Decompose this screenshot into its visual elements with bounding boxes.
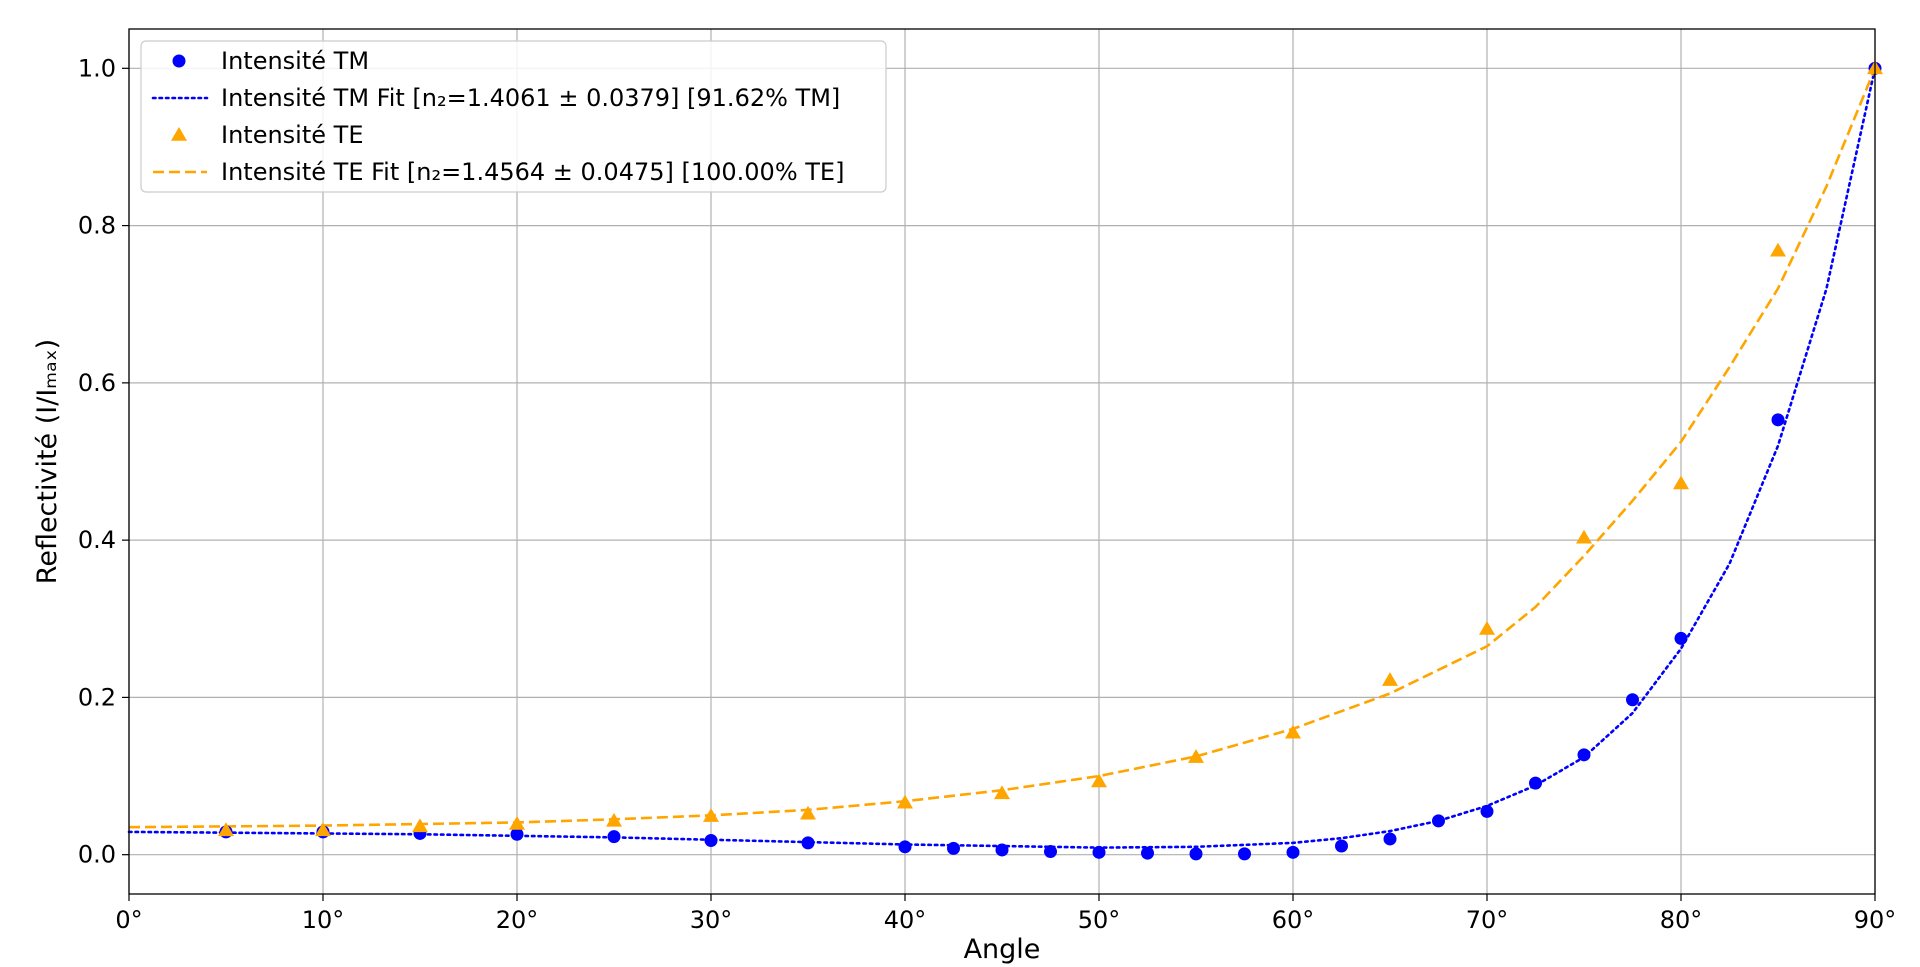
data-point xyxy=(1092,845,1106,859)
data-point xyxy=(1286,845,1300,859)
legend-label: Intensité TM Fit [n₂=1.4061 ± 0.0379] [9… xyxy=(221,84,840,112)
data-point xyxy=(1770,242,1786,257)
data-point xyxy=(1189,847,1203,861)
y-tick-label: 1.0 xyxy=(78,54,116,82)
y-tick-label: 0.4 xyxy=(78,526,116,554)
x-tick-label: 90° xyxy=(1854,906,1897,934)
data-series xyxy=(127,60,1883,861)
data-point xyxy=(412,818,428,833)
x-tick-label: 70° xyxy=(1466,906,1509,934)
data-point xyxy=(898,840,912,854)
data-point xyxy=(801,836,815,850)
y-axis-label: Reflectivité (I/Iₘₐₓ) xyxy=(32,339,63,584)
data-point xyxy=(995,843,1009,857)
data-point xyxy=(1044,845,1057,859)
legend: Intensité TM Intensité TM Fit [n₂=1.4061 … xyxy=(140,40,887,193)
series-line xyxy=(127,67,1877,849)
data-point xyxy=(1285,724,1301,739)
data-point xyxy=(1576,529,1592,544)
plot-frame xyxy=(128,28,1876,895)
y-tick-label: 0.0 xyxy=(78,841,116,869)
x-tick-label: 10° xyxy=(302,906,345,934)
data-point xyxy=(897,794,913,809)
data-point xyxy=(509,816,525,830)
data-point xyxy=(1335,839,1348,853)
data-point xyxy=(994,785,1010,800)
data-point xyxy=(1383,832,1397,846)
data-point xyxy=(1091,773,1107,788)
data-point xyxy=(1674,631,1688,645)
x-tick-label: 80° xyxy=(1660,906,1703,934)
x-axis-label: Angle xyxy=(964,934,1041,965)
data-point xyxy=(1238,847,1251,861)
data-point xyxy=(704,834,718,848)
data-point xyxy=(1626,693,1639,707)
x-tick-label: 30° xyxy=(690,906,733,934)
series-line xyxy=(128,67,1877,829)
y-tick-label: 0.2 xyxy=(78,683,116,711)
x-tick-label: 20° xyxy=(496,906,539,934)
y-tick-label: 0.8 xyxy=(78,212,116,240)
data-point xyxy=(1188,749,1204,763)
data-point xyxy=(1141,846,1154,860)
data-point xyxy=(510,827,524,841)
legend-label: Intensité TM xyxy=(221,47,369,75)
data-point xyxy=(218,822,234,837)
data-point xyxy=(1577,748,1591,762)
data-point xyxy=(1673,475,1689,490)
legend-label: Intensité TE Fit [n₂=1.4564 ± 0.0475] [1… xyxy=(221,158,844,186)
data-point xyxy=(1479,620,1495,635)
data-point xyxy=(1382,672,1398,686)
data-point xyxy=(1771,413,1785,427)
data-point xyxy=(606,812,622,827)
legend-marker xyxy=(172,54,186,68)
data-point xyxy=(607,830,621,844)
x-tick-label: 60° xyxy=(1272,906,1315,934)
data-point xyxy=(800,805,816,820)
data-point xyxy=(1480,804,1494,818)
legend-marker xyxy=(171,127,187,141)
data-point xyxy=(703,808,719,822)
y-tick-label: 0.6 xyxy=(78,369,116,397)
legend-label: Intensité TE xyxy=(221,121,363,149)
data-point xyxy=(1529,776,1542,790)
x-tick-label: 40° xyxy=(884,906,927,934)
legend-box xyxy=(140,40,887,193)
data-point xyxy=(947,841,960,855)
x-tick-label: 0° xyxy=(115,906,142,934)
data-point xyxy=(1432,814,1445,828)
x-tick-label: 50° xyxy=(1078,906,1121,934)
data-point xyxy=(315,822,331,837)
axis-ticks: 0° 10° 20° 30° 40° 50° 60° 70° 80° 90° 0.0 0.2 0.4 0.… xyxy=(78,54,1896,934)
